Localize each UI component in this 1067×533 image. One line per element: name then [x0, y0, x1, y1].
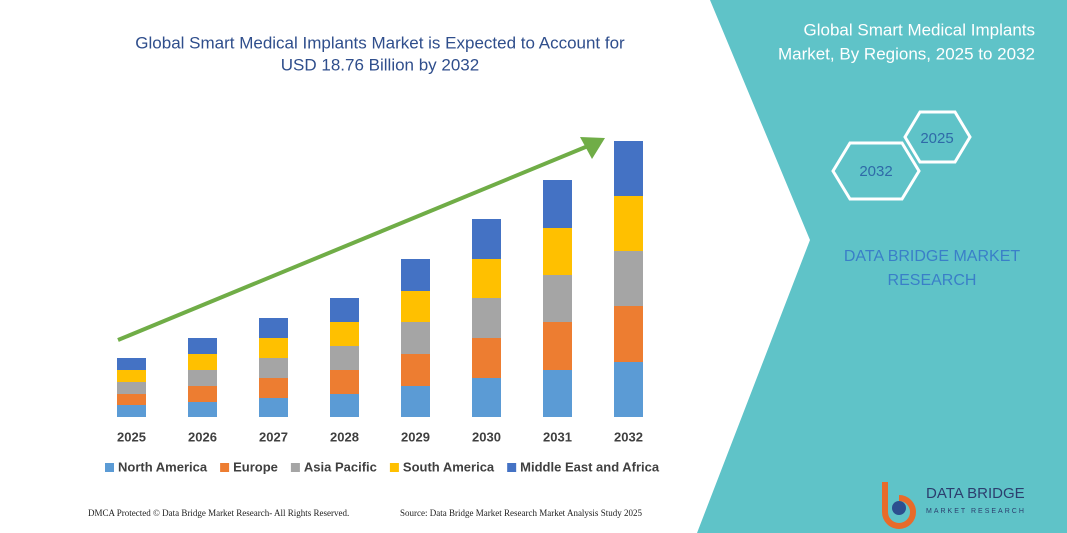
bar-segment [472, 378, 501, 417]
bar-segment [543, 322, 572, 370]
bar-segment [117, 370, 146, 382]
legend-swatch [105, 463, 114, 472]
bar-segment [117, 394, 146, 405]
bar-segment [543, 275, 572, 322]
bar-segment [472, 259, 501, 298]
bar-segment [401, 322, 430, 354]
hexagon-label: 2032 [859, 163, 892, 180]
bar-segment [259, 378, 288, 398]
hexagon [903, 110, 972, 164]
footer-right: Source: Data Bridge Market Research Mark… [400, 508, 642, 518]
bar-segment [117, 405, 146, 417]
bar-segment [330, 322, 359, 346]
logo-name: DATA BRIDGE [926, 485, 1025, 502]
bar-segment [188, 386, 217, 402]
legend-swatch [290, 463, 300, 472]
trend-arrowhead [580, 137, 605, 159]
bar-segment [188, 354, 217, 370]
x-tick-label: 2032 [614, 429, 643, 444]
panel-title: Global Smart Medical Implants [804, 20, 1035, 39]
bar-segment [117, 382, 146, 394]
bar-segment [614, 251, 643, 306]
bar-segment [330, 346, 359, 370]
side-panel [697, 0, 1067, 533]
hexagon [831, 141, 921, 201]
bar-segment [543, 228, 572, 275]
bar-segment [614, 306, 643, 362]
bar-segment [401, 386, 430, 417]
brand-text: RESEARCH [888, 272, 977, 289]
bar-segment [472, 338, 501, 378]
legend-swatch [507, 463, 517, 472]
legend-label: Asia Pacific [304, 459, 377, 474]
legend-label: North America [118, 459, 208, 474]
legend-label: South America [403, 459, 495, 474]
legend-swatch [389, 463, 399, 472]
bar-segment [472, 298, 501, 338]
bar-segment [330, 370, 359, 394]
bar-segment [614, 141, 643, 196]
x-tick-label: 2026 [188, 429, 217, 444]
logo: DATA BRIDGE MARKET RESEARCH [882, 482, 1026, 529]
brand-text: DATA BRIDGE MARKET [844, 248, 1021, 265]
trend-arrow [117, 144, 589, 342]
bar-segment [259, 338, 288, 358]
bar-segment [330, 298, 359, 322]
legend-label: Middle East and Africa [520, 459, 660, 474]
bar-segment [543, 370, 572, 417]
x-tick-label: 2028 [330, 429, 359, 444]
x-tick-label: 2025 [117, 429, 146, 444]
chart-title: Global Smart Medical Implants Market is … [135, 33, 625, 52]
logo-icon [882, 482, 916, 529]
bar-segment [543, 180, 572, 228]
bar-segment [330, 394, 359, 417]
legend-swatch [220, 463, 230, 472]
x-tick-label: 2030 [472, 429, 501, 444]
panel-title: Market, By Regions, 2025 to 2032 [778, 44, 1035, 63]
legend-label: Europe [233, 459, 278, 474]
bar-segment [614, 362, 643, 417]
footer-left: DMCA Protected © Data Bridge Market Rese… [88, 508, 349, 518]
logo-tagline: MARKET RESEARCH [926, 508, 1026, 515]
bar-segment [188, 338, 217, 354]
logo-icon [892, 501, 906, 515]
bar-segment [614, 196, 643, 251]
hexagon-label: 2025 [920, 130, 953, 147]
bar-segment [401, 354, 430, 386]
chart-title: USD 18.76 Billion by 2032 [281, 55, 479, 74]
bar-segment [188, 370, 217, 386]
x-tick-label: 2031 [543, 429, 572, 444]
x-tick-label: 2029 [401, 429, 430, 444]
bar-segment [188, 402, 217, 417]
bar-segment [401, 259, 430, 291]
x-tick-label: 2027 [259, 429, 288, 444]
bar-segment [259, 358, 288, 378]
bar-segment [401, 291, 430, 322]
bar-segment [117, 358, 146, 370]
bar-segment [259, 318, 288, 338]
bar-segment [472, 219, 501, 259]
bar-segment [259, 398, 288, 417]
